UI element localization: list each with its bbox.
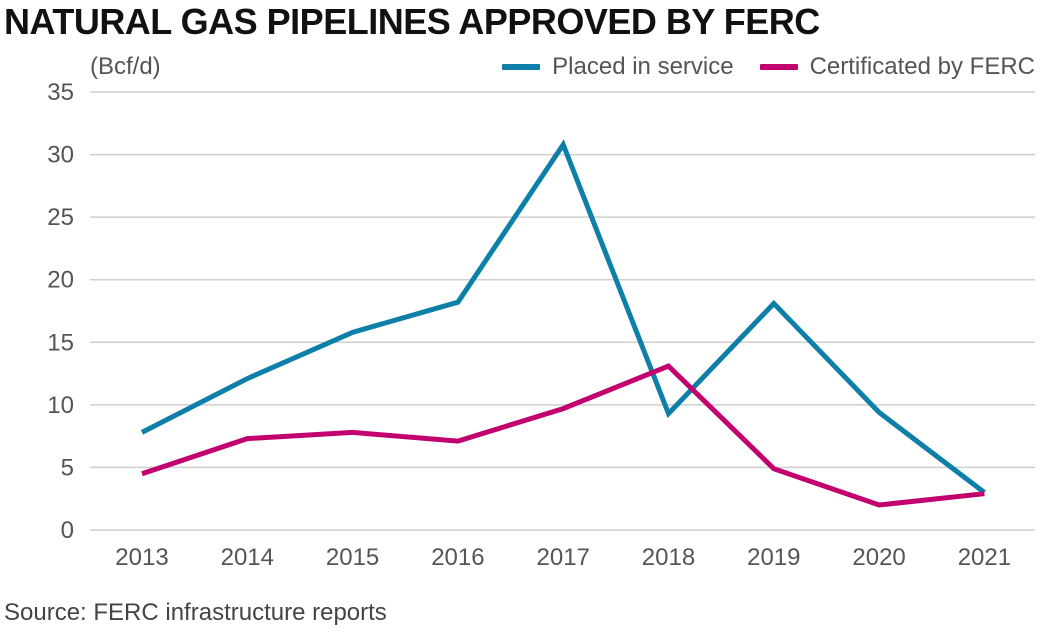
x-tick-label-2017: 2017 (537, 544, 590, 571)
y-tick-label-15: 15 (47, 329, 74, 356)
x-tick-label-2014: 2014 (221, 544, 274, 571)
y-tick-label-35: 35 (47, 79, 74, 106)
x-tick-label-2013: 2013 (115, 544, 168, 571)
y-axis-unit-label: (Bcf/d) (90, 53, 161, 80)
y-tick-label-0: 0 (61, 517, 74, 544)
legend-swatch-placed-in-service (502, 64, 541, 70)
y-tick-label-5: 5 (61, 454, 74, 481)
y-tick-label-10: 10 (47, 392, 74, 419)
series-lines (140, 139, 986, 508)
series-line-placed-in-service (140, 139, 986, 495)
legend-item-placed-in-service: Placed in service (502, 52, 734, 82)
x-tick-label-2020: 2020 (852, 544, 905, 571)
y-tick-label-20: 20 (47, 267, 74, 294)
legend-label-placed-in-service: Placed in service (552, 53, 734, 80)
legend-swatch-certificated-by-ferc (759, 64, 798, 70)
x-tick-label-2016: 2016 (431, 544, 484, 571)
x-tick-label-2018: 2018 (642, 544, 695, 571)
x-tick-label-2021: 2021 (958, 544, 1011, 571)
y-axis-tick-labels: 0 5 10 15 20 25 30 35 (47, 79, 74, 544)
source-note: Source: FERC infrastructure reports (4, 599, 387, 626)
y-tick-label-30: 30 (47, 142, 74, 169)
x-axis-tick-labels: 2013 2014 2015 2016 2017 2018 2019 2020 2021 (115, 544, 1011, 571)
legend-label-certificated-by-ferc: Certificated by FERC (809, 53, 1035, 80)
legend: Placed in service Certificated by FERC (476, 52, 1035, 82)
x-tick-label-2019: 2019 (747, 544, 800, 571)
legend-item-certificated-by-ferc: Certificated by FERC (759, 52, 1035, 82)
y-tick-label-25: 25 (47, 204, 74, 231)
grid-lines (90, 91, 1035, 531)
series-line-certificated-by-ferc (141, 363, 985, 508)
x-tick-label-2015: 2015 (326, 544, 379, 571)
chart-title: NATURAL GAS PIPELINES APPROVED BY FERC (4, 1, 820, 42)
